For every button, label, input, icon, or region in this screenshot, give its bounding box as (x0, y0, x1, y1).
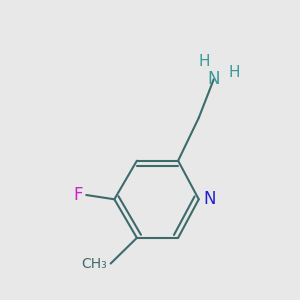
Text: N: N (208, 70, 220, 88)
Text: CH₃: CH₃ (81, 256, 107, 271)
Text: H: H (199, 54, 210, 69)
Text: F: F (73, 186, 82, 204)
Text: N: N (203, 190, 216, 208)
Text: H: H (229, 65, 240, 80)
